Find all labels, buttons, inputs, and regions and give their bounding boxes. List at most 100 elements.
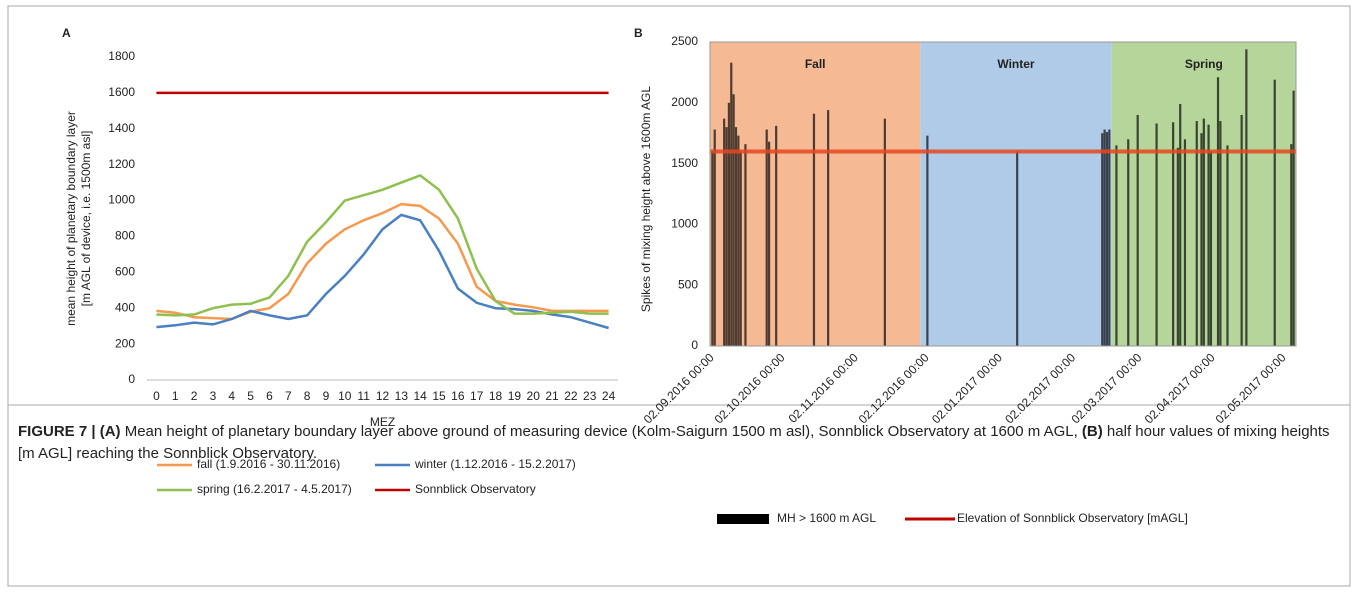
spike-bar	[713, 129, 716, 346]
x-tick-label: 11	[357, 389, 370, 403]
spike-bar	[827, 110, 830, 346]
season-label: Spring	[1185, 57, 1223, 71]
spike-bar	[1016, 151, 1019, 346]
caption-part-b-label: (B)	[1081, 423, 1103, 440]
y-tick-label: 1400	[108, 121, 135, 135]
spike-bar	[739, 151, 742, 346]
spike-bar	[1290, 144, 1293, 346]
spike-bar	[1292, 90, 1295, 346]
x-tick-label: 16	[451, 389, 465, 403]
spike-bar	[1209, 151, 1213, 346]
y-tick-label: 400	[115, 300, 135, 314]
spike-bar	[1202, 118, 1205, 346]
x-tick-label: 02.01.2017 00:00	[929, 350, 1005, 426]
series-line	[156, 213, 609, 330]
caption: FIGURE 7 | (A) Mean height of planetary …	[18, 421, 1338, 465]
spike-bar	[1195, 121, 1198, 346]
x-tick-label: 6	[266, 389, 273, 403]
spike-bar	[725, 127, 728, 347]
caption-part-b: half hour values of mixing heights [m AG…	[18, 423, 1330, 462]
x-tick-label: 02.02.2017 00:00	[1002, 350, 1078, 426]
spike-bar	[723, 118, 726, 346]
spike-bar	[883, 118, 886, 346]
caption-part-a: Mean height of planetary boundary layer …	[124, 423, 1078, 440]
spike-bar	[1155, 123, 1158, 346]
spike-bar	[1200, 133, 1203, 346]
y-tick-label: 600	[115, 265, 135, 279]
legend-label: Elevation of Sonnblick Observatory [mAGL…	[957, 511, 1188, 525]
spike-bar	[1183, 139, 1187, 346]
spike-bar	[1240, 114, 1243, 347]
x-tick-label: 24	[602, 389, 616, 403]
spike-bar	[1105, 131, 1109, 346]
x-tick-label: 02.05.2017 00:00	[1213, 350, 1289, 426]
spike-bar	[1179, 104, 1182, 347]
x-tick-label: 8	[304, 389, 311, 403]
x-axis-label: MEZ	[370, 415, 395, 429]
y-axis-label: [m AGL of device, i.e. 1500m asl]	[79, 131, 93, 307]
legend-swatch	[717, 514, 769, 524]
x-tick-label: 02.11.2016 00:00	[786, 350, 862, 426]
y-tick-label: 1200	[108, 157, 135, 171]
x-tick-label: 10	[338, 389, 352, 403]
y-tick-label: 2000	[671, 95, 698, 109]
spike-bar	[727, 102, 731, 346]
season-band	[920, 42, 1112, 346]
y-tick-label: 800	[115, 229, 135, 243]
x-tick-label: 17	[470, 389, 484, 403]
x-tick-label: 12	[376, 389, 390, 403]
x-tick-label: 23	[583, 389, 597, 403]
spike-bar	[744, 144, 747, 346]
x-tick-label: 9	[323, 389, 330, 403]
spike-bar	[765, 129, 768, 346]
x-tick-label: 1	[172, 389, 179, 403]
y-tick-label: 1500	[671, 156, 698, 170]
series-line	[156, 202, 609, 321]
legend-label: Sonnblick Observatory	[415, 482, 536, 496]
spike-bar	[1101, 133, 1104, 346]
spike-bar	[711, 151, 714, 346]
x-tick-label: 21	[545, 389, 559, 403]
y-axis-label: Spikes of mixing height above 1600m AGL	[639, 86, 653, 312]
figure-border	[7, 5, 1351, 587]
y-tick-label: 1000	[108, 193, 135, 207]
spike-bar	[1216, 77, 1220, 346]
spike-bar	[1226, 145, 1229, 346]
y-tick-label: 2500	[671, 34, 698, 48]
x-tick-label: 22	[564, 389, 578, 403]
y-tick-label: 1800	[108, 49, 135, 63]
legend-label: fall (1.9.2016 - 30.11.2016)	[197, 457, 340, 471]
spike-bar	[1176, 147, 1179, 346]
spike-bar	[730, 62, 733, 347]
spike-bar	[775, 125, 778, 347]
x-tick-label: 02.12.2016 00:00	[856, 350, 932, 426]
y-tick-label: 200	[115, 336, 135, 350]
spike-bar	[1103, 129, 1106, 346]
legend-label: winter (1.12.2016 - 15.2.2017)	[414, 457, 576, 471]
x-tick-label: 13	[395, 389, 409, 403]
spike-bar	[1127, 139, 1130, 346]
spike-bar	[1273, 79, 1276, 347]
x-tick-label: 14	[414, 389, 428, 403]
x-tick-label: 20	[527, 389, 541, 403]
y-tick-label: 500	[678, 277, 698, 291]
x-tick-label: 7	[285, 389, 292, 403]
x-tick-label: 19	[508, 389, 522, 403]
x-tick-label: 4	[228, 389, 235, 403]
x-tick-label: 02.10.2016 00:00	[712, 350, 788, 426]
legend-label: spring (16.2.2017 - 4.5.2017)	[197, 482, 352, 496]
y-tick-label: 1000	[671, 217, 698, 231]
x-tick-label: 02.03.2017 00:00	[1068, 350, 1144, 426]
spike-bar	[1136, 114, 1139, 347]
season-label: Fall	[805, 57, 826, 71]
spike-bar	[1172, 122, 1175, 346]
x-tick-label: 15	[432, 389, 446, 403]
y-axis-label: mean height of planetary boundary layer	[64, 111, 78, 326]
legend-label: MH > 1600 m AGL	[777, 511, 876, 525]
series-line	[156, 173, 609, 317]
spike-bar	[1108, 129, 1111, 346]
spike-bar	[1115, 145, 1118, 346]
panel-label: A	[62, 26, 71, 40]
spike-bar	[767, 141, 771, 346]
